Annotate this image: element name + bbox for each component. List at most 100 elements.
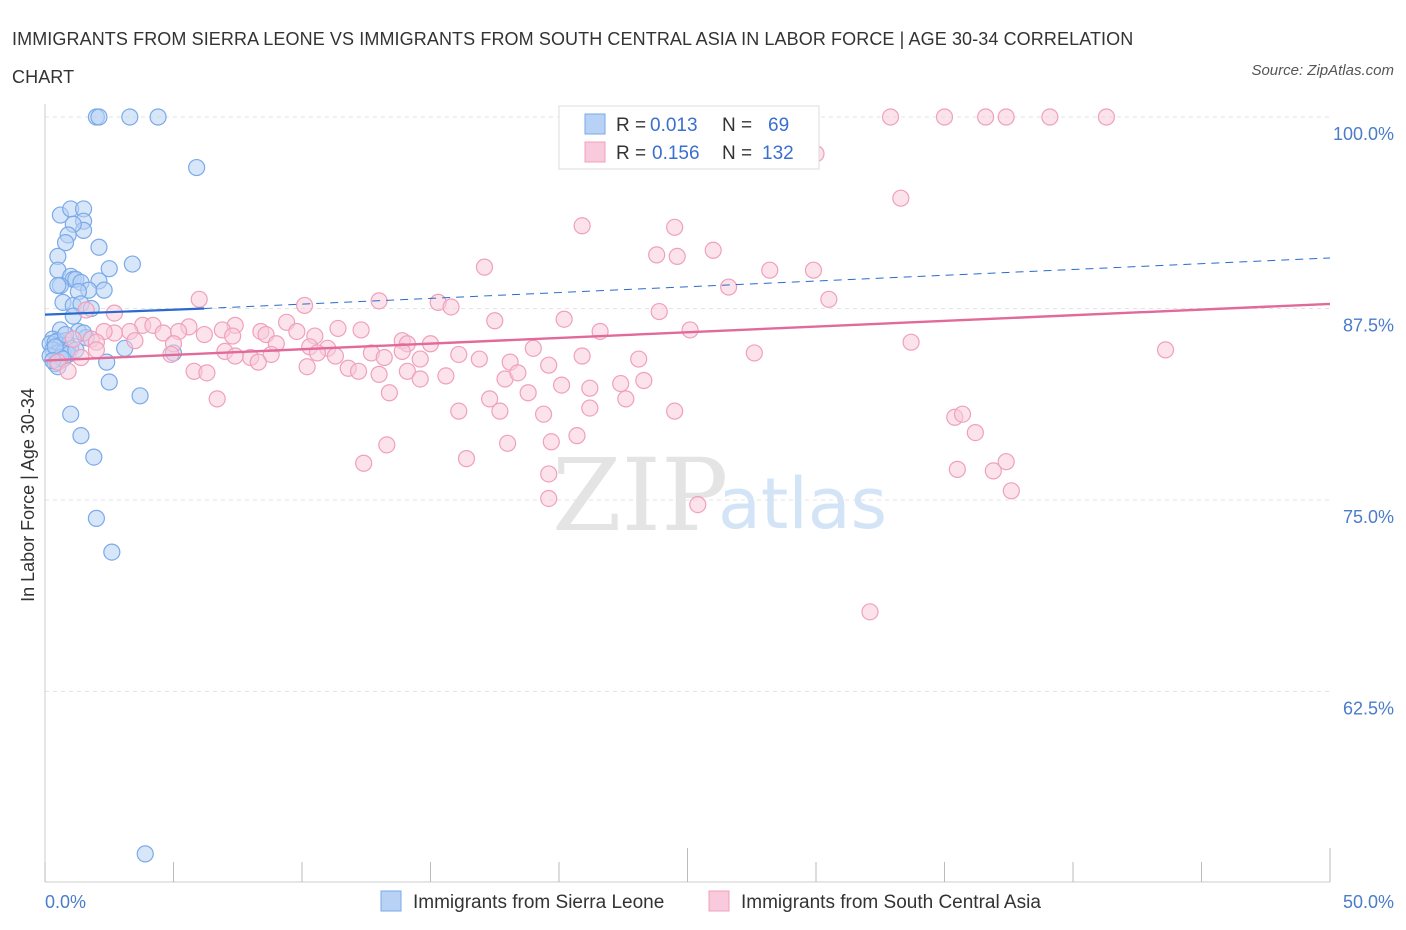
axes bbox=[44, 104, 1331, 883]
point-series1-5 bbox=[1097, 108, 1116, 126]
point-series1-71 bbox=[450, 345, 468, 364]
point-series1-108 bbox=[666, 402, 684, 420]
bottom-legend-swatch-south-central-asia bbox=[708, 890, 730, 912]
point-series0-13 bbox=[90, 238, 108, 256]
point-series1-92 bbox=[437, 367, 455, 385]
point-series1-97 bbox=[612, 374, 630, 393]
y-axis-label: In Labor Force | Age 30-34 bbox=[18, 388, 38, 602]
point-series1-103 bbox=[617, 390, 635, 408]
chart-title: IMMIGRANTS FROM SIERRA LEONE VS IMMIGRAN… bbox=[12, 29, 1134, 87]
series-legend: Immigrants from Sierra Leone Immigrants … bbox=[380, 890, 1041, 913]
y-tick-label-1: 87.5% bbox=[1343, 316, 1394, 336]
legend-swatch-south-central-asia bbox=[584, 141, 606, 163]
x-tick-label-min: 0.0% bbox=[45, 892, 86, 912]
y-tick-labels: 100.0% 87.5% 75.0% 62.5% bbox=[1333, 124, 1394, 719]
point-series1-0 bbox=[881, 108, 900, 126]
point-series1-94 bbox=[509, 364, 527, 382]
point-series1-83 bbox=[198, 364, 216, 382]
point-series1-70 bbox=[411, 350, 429, 368]
point-series1-89 bbox=[370, 365, 388, 383]
point-series1-85 bbox=[249, 353, 267, 371]
point-series0-60 bbox=[136, 845, 154, 863]
point-series1-114 bbox=[542, 433, 560, 451]
point-series1-86 bbox=[298, 358, 316, 376]
point-series1-23 bbox=[650, 302, 668, 321]
point-series1-17 bbox=[190, 290, 208, 308]
point-series1-68 bbox=[375, 348, 393, 367]
point-series1-28 bbox=[486, 312, 504, 330]
point-series1-19 bbox=[295, 296, 314, 315]
point-series1-115 bbox=[378, 436, 396, 454]
point-series1-3 bbox=[997, 108, 1015, 126]
grid-lines bbox=[45, 116, 1330, 692]
point-series1-117 bbox=[457, 450, 476, 468]
point-series0-53 bbox=[100, 373, 118, 391]
point-series0-3 bbox=[149, 108, 167, 126]
point-series1-36 bbox=[329, 319, 347, 338]
point-series0-15 bbox=[123, 255, 141, 273]
point-series1-50 bbox=[126, 332, 144, 350]
trend-line-south-central-asia bbox=[44, 302, 1331, 362]
point-series1-104 bbox=[450, 402, 468, 420]
point-series0-58 bbox=[87, 509, 106, 527]
point-series1-72 bbox=[470, 350, 488, 368]
point-series1-112 bbox=[568, 427, 586, 445]
point-series1-84 bbox=[226, 347, 244, 365]
point-series0-55 bbox=[62, 405, 80, 423]
point-series0-54 bbox=[131, 387, 149, 405]
point-series1-76 bbox=[630, 350, 648, 368]
bottom-legend-swatch-sierra-leone bbox=[380, 890, 402, 912]
point-series1-123 bbox=[540, 489, 558, 508]
y-tick-label-2: 75.0% bbox=[1343, 507, 1394, 527]
legend-n-label-1: N = bbox=[722, 115, 752, 136]
trend-lines bbox=[44, 257, 1331, 362]
point-series1-61 bbox=[902, 333, 920, 351]
point-series1-113 bbox=[499, 434, 517, 452]
point-series1-11 bbox=[648, 246, 666, 264]
point-series1-105 bbox=[491, 402, 509, 420]
point-series1-7 bbox=[892, 189, 910, 207]
point-series1-122 bbox=[540, 465, 558, 483]
point-series0-1 bbox=[90, 108, 108, 126]
bottom-legend-label-sierra-leone: Immigrants from Sierra Leone bbox=[413, 892, 664, 913]
point-series0-56 bbox=[72, 427, 90, 445]
point-series1-24 bbox=[77, 301, 95, 319]
point-series1-74 bbox=[540, 356, 558, 374]
point-series0-57 bbox=[85, 448, 103, 466]
point-series0-2 bbox=[121, 108, 139, 126]
stats-legend: R = 0.013 N = 69 R = 0.156 N = 132 bbox=[558, 105, 820, 170]
point-series1-95 bbox=[552, 376, 571, 394]
point-series1-21 bbox=[820, 290, 838, 308]
point-series1-75 bbox=[573, 347, 591, 365]
legend-n-value-2: 132 bbox=[762, 143, 794, 164]
point-series0-24 bbox=[49, 276, 67, 295]
trend-line-sierra-leone bbox=[44, 307, 205, 316]
point-series1-119 bbox=[984, 462, 1002, 480]
point-series1-47 bbox=[64, 330, 82, 348]
point-series1-44 bbox=[224, 327, 242, 345]
point-series1-110 bbox=[953, 405, 972, 423]
legend-n-value-1: 69 bbox=[768, 115, 789, 136]
point-series1-4 bbox=[1041, 108, 1059, 126]
point-series1-12 bbox=[668, 247, 686, 266]
point-series1-35 bbox=[288, 322, 306, 341]
bottom-legend-label-south-central-asia: Immigrants from South Central Asia bbox=[741, 892, 1041, 913]
point-series1-91 bbox=[411, 370, 429, 388]
point-series1-69 bbox=[393, 342, 411, 360]
point-series1-8 bbox=[573, 217, 591, 235]
point-series0-26 bbox=[95, 281, 113, 299]
point-series1-107 bbox=[581, 399, 599, 417]
point-series1-127 bbox=[745, 344, 763, 362]
legend-n-label-2: N = bbox=[722, 143, 752, 164]
point-series1-118 bbox=[948, 460, 966, 478]
point-series1-58 bbox=[524, 339, 542, 357]
point-series1-29 bbox=[555, 310, 573, 328]
point-series1-66 bbox=[326, 347, 345, 365]
point-series1-13 bbox=[475, 258, 494, 276]
legend-r-value-2: 0.156 bbox=[652, 143, 700, 164]
point-series0-4 bbox=[188, 158, 206, 177]
watermark-atlas: atlas bbox=[718, 463, 887, 545]
point-series1-98 bbox=[635, 371, 653, 390]
point-series1-81 bbox=[87, 341, 106, 359]
